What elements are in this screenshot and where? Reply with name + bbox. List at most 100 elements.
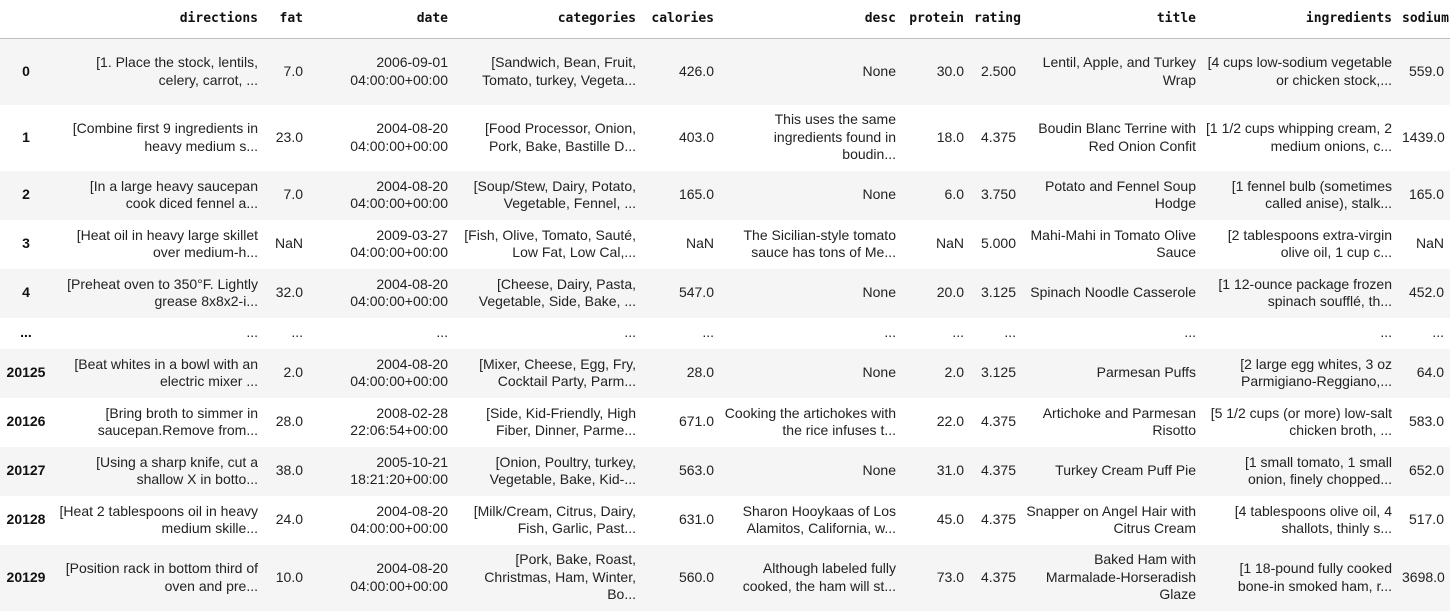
cell-protein: 18.0 — [936, 128, 964, 145]
cell-date: 2009-03-27 04:00:00+00:00 — [350, 226, 448, 261]
column-header-categories: categories — [454, 0, 642, 39]
cell-title: Lentil, Apple, and Turkey Wrap — [1042, 54, 1196, 88]
cell-sodium: 517.0 — [1408, 511, 1444, 528]
cell-protein: NaN — [935, 235, 964, 252]
cell-categories: [Milk/Cream, Citrus, Dairy, Fish, Garlic… — [473, 502, 636, 537]
cell-sodium: ... — [1432, 324, 1444, 341]
row-index: 20129 — [6, 568, 46, 585]
table-row: 20129 [Position rack in bottom third of o… — [0, 544, 1450, 611]
header-row: directions fat date categories calories desc p… — [0, 0, 1450, 39]
table-row: 20125 [Beat whites in a bowl with an elec… — [0, 348, 1450, 398]
cell-fat: 32.0 — [275, 284, 303, 301]
cell-fat: 24.0 — [275, 511, 303, 528]
table-header: directions fat date categories calories desc p… — [0, 0, 1450, 39]
cell-rating: 4.375 — [980, 413, 1016, 430]
cell-calories: ... — [702, 324, 714, 341]
cell-directions: [Bring broth to simmer in saucepan.Remov… — [97, 404, 258, 439]
cell-directions: [1. Place the stock, lentils, celery, ca… — [96, 54, 258, 88]
table-row: 20128 [Heat 2 tablespoons oil in heavy me… — [0, 495, 1450, 545]
cell-title: Potato and Fennel Soup Hodge — [1044, 177, 1196, 212]
column-header-calories: calories — [642, 0, 720, 39]
cell-fat: NaN — [274, 235, 303, 252]
cell-directions: [Heat oil in heavy large skillet over me… — [76, 226, 258, 261]
column-header-directions: directions — [54, 0, 264, 39]
cell-desc: None — [862, 462, 896, 479]
cell-fat: 10.0 — [275, 568, 303, 585]
table-row: 3 [Heat oil in heavy large skillet over m… — [0, 219, 1450, 269]
cell-date: ... — [436, 324, 448, 341]
cell-ingredients: [1 18-pound fully cooked bone-in smoked … — [1237, 560, 1392, 594]
column-header-title: title — [1022, 0, 1202, 39]
cell-calories: 671.0 — [678, 413, 714, 430]
column-header-desc: desc — [720, 0, 902, 39]
cell-calories: 563.0 — [678, 462, 714, 479]
table-row: .................................... — [0, 317, 1450, 349]
column-header-protein: protein — [902, 0, 970, 39]
index-column-header — [0, 0, 54, 39]
cell-directions: [Beat whites in a bowl with an electric … — [74, 355, 258, 390]
table-row: 20127 [Using a sharp knife, cut a shallow… — [0, 446, 1450, 496]
table-body: 0 [1. Place the stock, lentils, celery, c… — [0, 38, 1450, 611]
cell-sodium: 452.0 — [1408, 284, 1444, 301]
cell-ingredients: [4 tablespoons olive oil, 4 shallots, th… — [1234, 502, 1392, 537]
cell-ingredients: [4 cups low-sodium vegetable or chicken … — [1207, 54, 1392, 88]
table-row: 4 [Preheat oven to 350°F. Lightly grease … — [0, 268, 1450, 318]
cell-title: ... — [1184, 324, 1196, 341]
cell-fat: ... — [291, 324, 303, 341]
cell-ingredients: [1 fennel bulb (sometimes called anise),… — [1231, 177, 1392, 212]
cell-title: Baked Ham with Marmalade-Horseradish Gla… — [1045, 551, 1196, 603]
cell-rating: 4.375 — [980, 128, 1016, 145]
cell-title: Artichoke and Parmesan Risotto — [1042, 404, 1196, 439]
cell-date: 2004-08-20 04:00:00+00:00 — [350, 120, 448, 154]
cell-categories: ... — [624, 324, 636, 341]
cell-desc: None — [862, 186, 896, 203]
cell-categories: [Side, Kid-Friendly, High Fiber, Dinner,… — [486, 404, 636, 439]
cell-date: 2005-10-21 18:21:20+00:00 — [350, 453, 448, 488]
cell-date: 2006-09-01 04:00:00+00:00 — [350, 54, 448, 88]
cell-rating: 2.500 — [980, 63, 1016, 79]
cell-categories: [Mixer, Cheese, Egg, Fry, Cocktail Party… — [479, 355, 636, 390]
cell-sodium: 3698.0 — [1402, 568, 1445, 585]
cell-categories: [Food Processor, Onion, Pork, Bake, Bast… — [485, 120, 636, 154]
cell-directions: [Heat 2 tablespoons oil in heavy medium … — [59, 502, 258, 537]
cell-protein: 31.0 — [936, 462, 964, 479]
table-row: 0 [1. Place the stock, lentils, celery, c… — [0, 38, 1450, 105]
row-index: 20128 — [6, 511, 46, 528]
cell-calories: 547.0 — [678, 284, 714, 301]
cell-ingredients: ... — [1380, 324, 1392, 341]
row-index: 2 — [22, 186, 30, 203]
cell-directions: [Preheat oven to 350°F. Lightly grease 8… — [67, 275, 258, 310]
cell-calories: NaN — [685, 235, 714, 252]
row-index: 20127 — [6, 462, 46, 479]
cell-ingredients: [1 12-ounce package frozen spinach souff… — [1218, 275, 1392, 310]
cell-calories: 403.0 — [678, 128, 714, 145]
cell-calories: 560.0 — [678, 568, 714, 585]
cell-fat: 23.0 — [275, 128, 303, 145]
cell-protein: 2.0 — [944, 364, 964, 381]
cell-directions: [Position rack in bottom third of oven a… — [65, 560, 258, 594]
cell-ingredients: [2 large egg whites, 3 oz Parmigiano-Reg… — [1240, 355, 1392, 390]
cell-directions: [In a large heavy saucepan cook diced fe… — [89, 177, 258, 212]
row-index: 20126 — [6, 413, 46, 430]
cell-desc: None — [862, 364, 896, 381]
cell-fat: 38.0 — [275, 462, 303, 479]
cell-desc: ... — [884, 324, 896, 341]
cell-date: 2004-08-20 04:00:00+00:00 — [350, 275, 448, 310]
cell-calories: 631.0 — [678, 511, 714, 528]
cell-rating: 3.750 — [980, 186, 1016, 203]
cell-ingredients: [5 1/2 cups (or more) low-salt chicken b… — [1210, 404, 1392, 439]
cell-rating: 4.375 — [980, 568, 1016, 585]
cell-date: 2004-08-20 04:00:00+00:00 — [350, 502, 448, 537]
cell-title: Spinach Noodle Casserole — [1030, 284, 1196, 301]
cell-sodium: 559.0 — [1408, 63, 1444, 79]
cell-protein: 73.0 — [936, 568, 964, 585]
row-index: 0 — [22, 63, 30, 79]
cell-desc: None — [862, 284, 896, 301]
cell-desc: None — [862, 63, 896, 79]
cell-rating: 3.125 — [980, 284, 1016, 301]
row-index: 1 — [22, 128, 30, 145]
column-header-rating: rating — [970, 0, 1022, 39]
table-row: 20126 [Bring broth to simmer in saucepan.… — [0, 397, 1450, 447]
cell-title: Mahi-Mahi in Tomato Olive Sauce — [1030, 226, 1196, 261]
